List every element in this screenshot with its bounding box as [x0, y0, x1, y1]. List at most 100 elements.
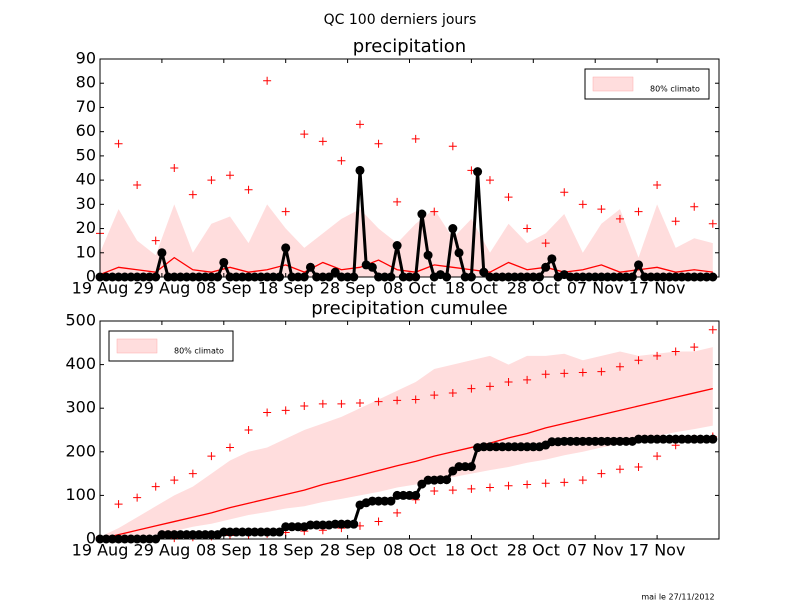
x-tick-label: 08 Sep — [196, 279, 252, 298]
plus-marker — [263, 76, 272, 85]
observed-point — [405, 490, 414, 500]
observed-point — [615, 436, 625, 446]
observed-point — [367, 262, 377, 272]
axes-title: precipitation cumulee — [311, 298, 508, 319]
plus-marker — [151, 482, 160, 491]
observed-point — [336, 519, 346, 529]
x-tick-label: 18 Sep — [258, 279, 314, 298]
plus-marker — [708, 325, 717, 334]
y-tick-label: 200 — [65, 441, 96, 460]
observed-point — [244, 527, 254, 537]
plus-marker — [504, 378, 513, 387]
plus-marker — [355, 120, 364, 129]
y-tick-label: 80 — [76, 73, 96, 92]
legend-swatch — [116, 338, 158, 354]
observed-point — [565, 436, 575, 446]
observed-point — [454, 248, 464, 258]
climate-band — [100, 347, 713, 539]
y-tick-label: 10 — [76, 242, 96, 261]
plus-marker — [411, 395, 420, 404]
observed-point — [374, 496, 384, 506]
x-tick-label: 28 Sep — [320, 279, 376, 298]
plus-marker — [541, 239, 550, 248]
plus-marker — [485, 382, 494, 391]
y-tick-label: 60 — [76, 121, 96, 140]
x-tick-label: 08 Sep — [196, 541, 252, 560]
plus-marker — [690, 202, 699, 211]
observed-point — [497, 442, 507, 452]
legend-label: 80% climato — [174, 347, 224, 356]
observed-point — [237, 527, 247, 537]
plus-marker — [578, 200, 587, 209]
observed-point — [206, 530, 216, 540]
observed-point — [169, 530, 179, 540]
observed-point — [634, 434, 644, 444]
plus-marker — [207, 176, 216, 185]
observed-point — [578, 436, 588, 446]
plus-marker — [560, 188, 569, 197]
plus-marker — [671, 217, 680, 226]
plus-marker — [523, 375, 532, 384]
observed-point — [547, 437, 557, 447]
observed-point — [175, 530, 185, 540]
plus-marker — [114, 139, 123, 148]
plus-marker — [244, 185, 253, 194]
observed-point — [454, 462, 464, 472]
observed-point — [380, 496, 390, 506]
plus-marker — [597, 469, 606, 478]
plus-marker — [634, 356, 643, 365]
observed-point — [330, 519, 340, 529]
plus-marker — [541, 370, 550, 379]
plus-marker — [188, 190, 197, 199]
plus-marker — [504, 481, 513, 490]
plus-marker — [485, 176, 494, 185]
observed-point — [634, 260, 644, 270]
observed-point — [621, 436, 631, 446]
observed-point — [293, 522, 303, 532]
observed-point — [392, 490, 402, 500]
x-tick-label: 18 Oct — [445, 541, 498, 560]
observed-point — [516, 442, 526, 452]
y-tick-label: 40 — [76, 170, 96, 189]
observed-point — [417, 209, 427, 219]
observed-point — [256, 527, 266, 537]
observed-point — [281, 522, 291, 532]
observed-point — [219, 257, 229, 267]
x-tick-label: 19 Aug — [72, 541, 129, 560]
legend-label: 80% climato — [650, 85, 700, 94]
plus-marker — [281, 406, 290, 415]
observed-point — [349, 519, 359, 529]
plus-marker — [615, 362, 624, 371]
observed-point — [590, 436, 600, 446]
observed-point — [683, 434, 693, 444]
observed-point — [479, 267, 489, 277]
observed-point — [262, 527, 272, 537]
plus-marker — [393, 508, 402, 517]
plus-marker — [578, 476, 587, 485]
plus-marker — [170, 164, 179, 172]
plus-marker — [374, 517, 383, 526]
observed-point — [671, 434, 681, 444]
observed-point — [695, 434, 705, 444]
plus-marker — [448, 142, 457, 151]
observed-point — [423, 475, 433, 485]
plus-marker — [597, 367, 606, 376]
x-tick-label: 07 Nov — [567, 279, 624, 298]
plus-marker — [300, 130, 309, 139]
observed-point — [305, 262, 315, 272]
plus-marker — [207, 452, 216, 461]
plus-marker — [653, 452, 662, 461]
y-tick-label: 90 — [76, 49, 96, 68]
plus-marker — [653, 180, 662, 189]
plus-marker — [374, 139, 383, 148]
observed-point — [188, 530, 198, 540]
observed-point — [547, 254, 557, 264]
observed-point — [664, 434, 674, 444]
plus-marker — [430, 207, 439, 216]
plus-marker — [448, 486, 457, 495]
observed-point — [491, 442, 501, 452]
x-tick-label: 19 Aug — [72, 279, 129, 298]
observed-point — [157, 530, 167, 540]
